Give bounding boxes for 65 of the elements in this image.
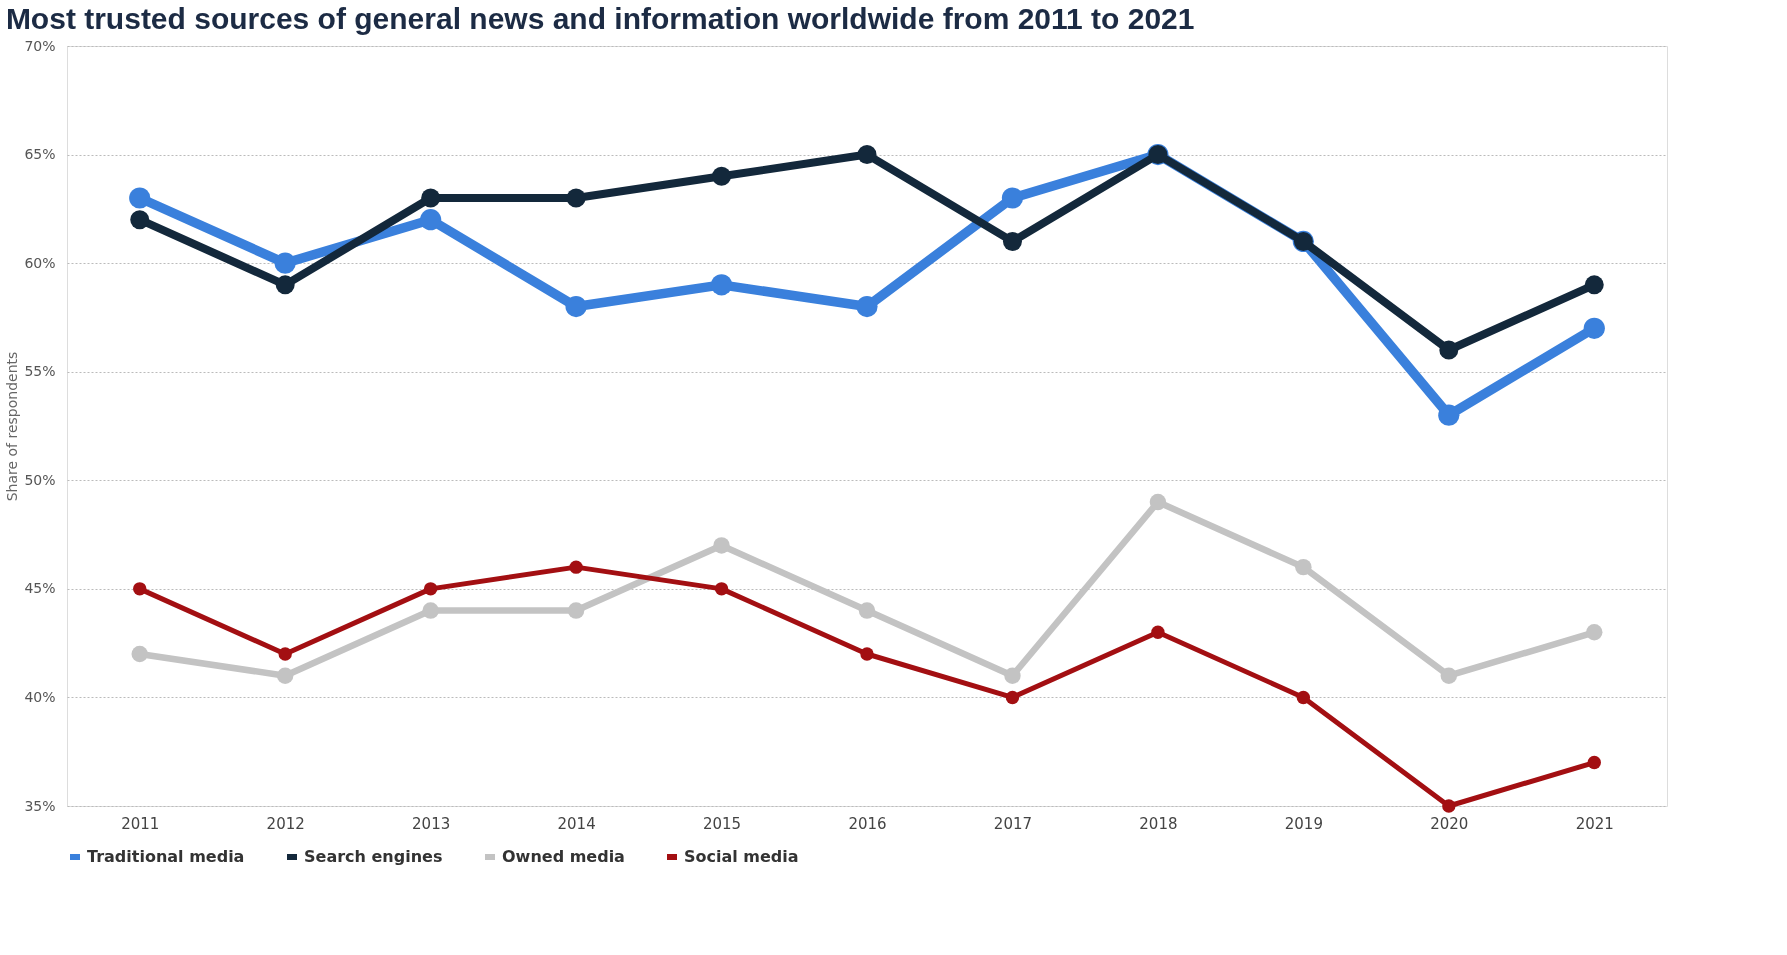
y-tick-label: 70% [24, 37, 56, 54]
legend-label: Search engines [304, 847, 443, 866]
point [1583, 317, 1605, 339]
point [275, 275, 295, 295]
x-tick-label: 2021 [1575, 814, 1614, 833]
point [857, 145, 877, 165]
x-tick-label: 2011 [121, 814, 160, 833]
point [567, 602, 585, 619]
point [1440, 667, 1458, 684]
y-tick-label: 60% [24, 254, 56, 271]
x-tick-label: 2020 [1430, 814, 1469, 833]
point [714, 582, 729, 596]
point [569, 560, 583, 574]
y-tick-label: 40% [24, 688, 56, 705]
point [1151, 625, 1165, 639]
y-tick-label: 55% [24, 363, 56, 380]
legend-label: Owned media [502, 847, 625, 866]
point [133, 582, 147, 596]
point [1004, 667, 1021, 684]
x-tick-label: 2012 [266, 814, 305, 833]
x-tick-label: 2015 [702, 814, 742, 833]
x-tick-label: 2019 [1284, 814, 1323, 833]
point [422, 602, 439, 619]
point [856, 295, 878, 318]
x-tick-label: 2016 [848, 814, 887, 833]
point [1005, 690, 1020, 705]
point [1002, 231, 1022, 251]
point [565, 295, 587, 318]
point [131, 645, 148, 663]
point [1586, 624, 1603, 641]
point [1001, 187, 1024, 209]
chart-title: Most trusted sources of general news and information worldwide from 2011 to 2021 [5, 2, 1195, 35]
y-tick-label: 65% [24, 146, 56, 163]
legend-label: Traditional media [87, 847, 245, 866]
point [421, 188, 441, 208]
point [1295, 558, 1312, 576]
point [712, 166, 732, 186]
x-tick-label: 2014 [557, 814, 596, 833]
y-axis-title: Share of respondents [4, 351, 21, 502]
y-tick-label: 35% [24, 797, 56, 814]
point [278, 647, 292, 661]
point [274, 252, 296, 274]
y-tick-label: 50% [24, 471, 56, 488]
point [130, 210, 150, 230]
point [1438, 404, 1460, 426]
point [1584, 275, 1604, 295]
point [713, 537, 730, 554]
point [423, 582, 438, 596]
x-tick-label: 2018 [1139, 814, 1178, 833]
x-tick-label: 2017 [993, 814, 1033, 833]
point [276, 667, 294, 684]
point [129, 187, 151, 209]
legend-label: Social media [684, 847, 799, 866]
point [566, 188, 586, 208]
y-tick-label: 45% [24, 580, 56, 597]
point [1149, 493, 1167, 511]
point [1439, 340, 1459, 360]
x-tick-label: 2013 [412, 814, 451, 833]
point [858, 602, 876, 619]
point [420, 209, 442, 231]
point [1296, 690, 1311, 705]
point [860, 647, 874, 661]
point [1442, 799, 1456, 813]
point [710, 274, 733, 296]
point [1587, 755, 1601, 770]
